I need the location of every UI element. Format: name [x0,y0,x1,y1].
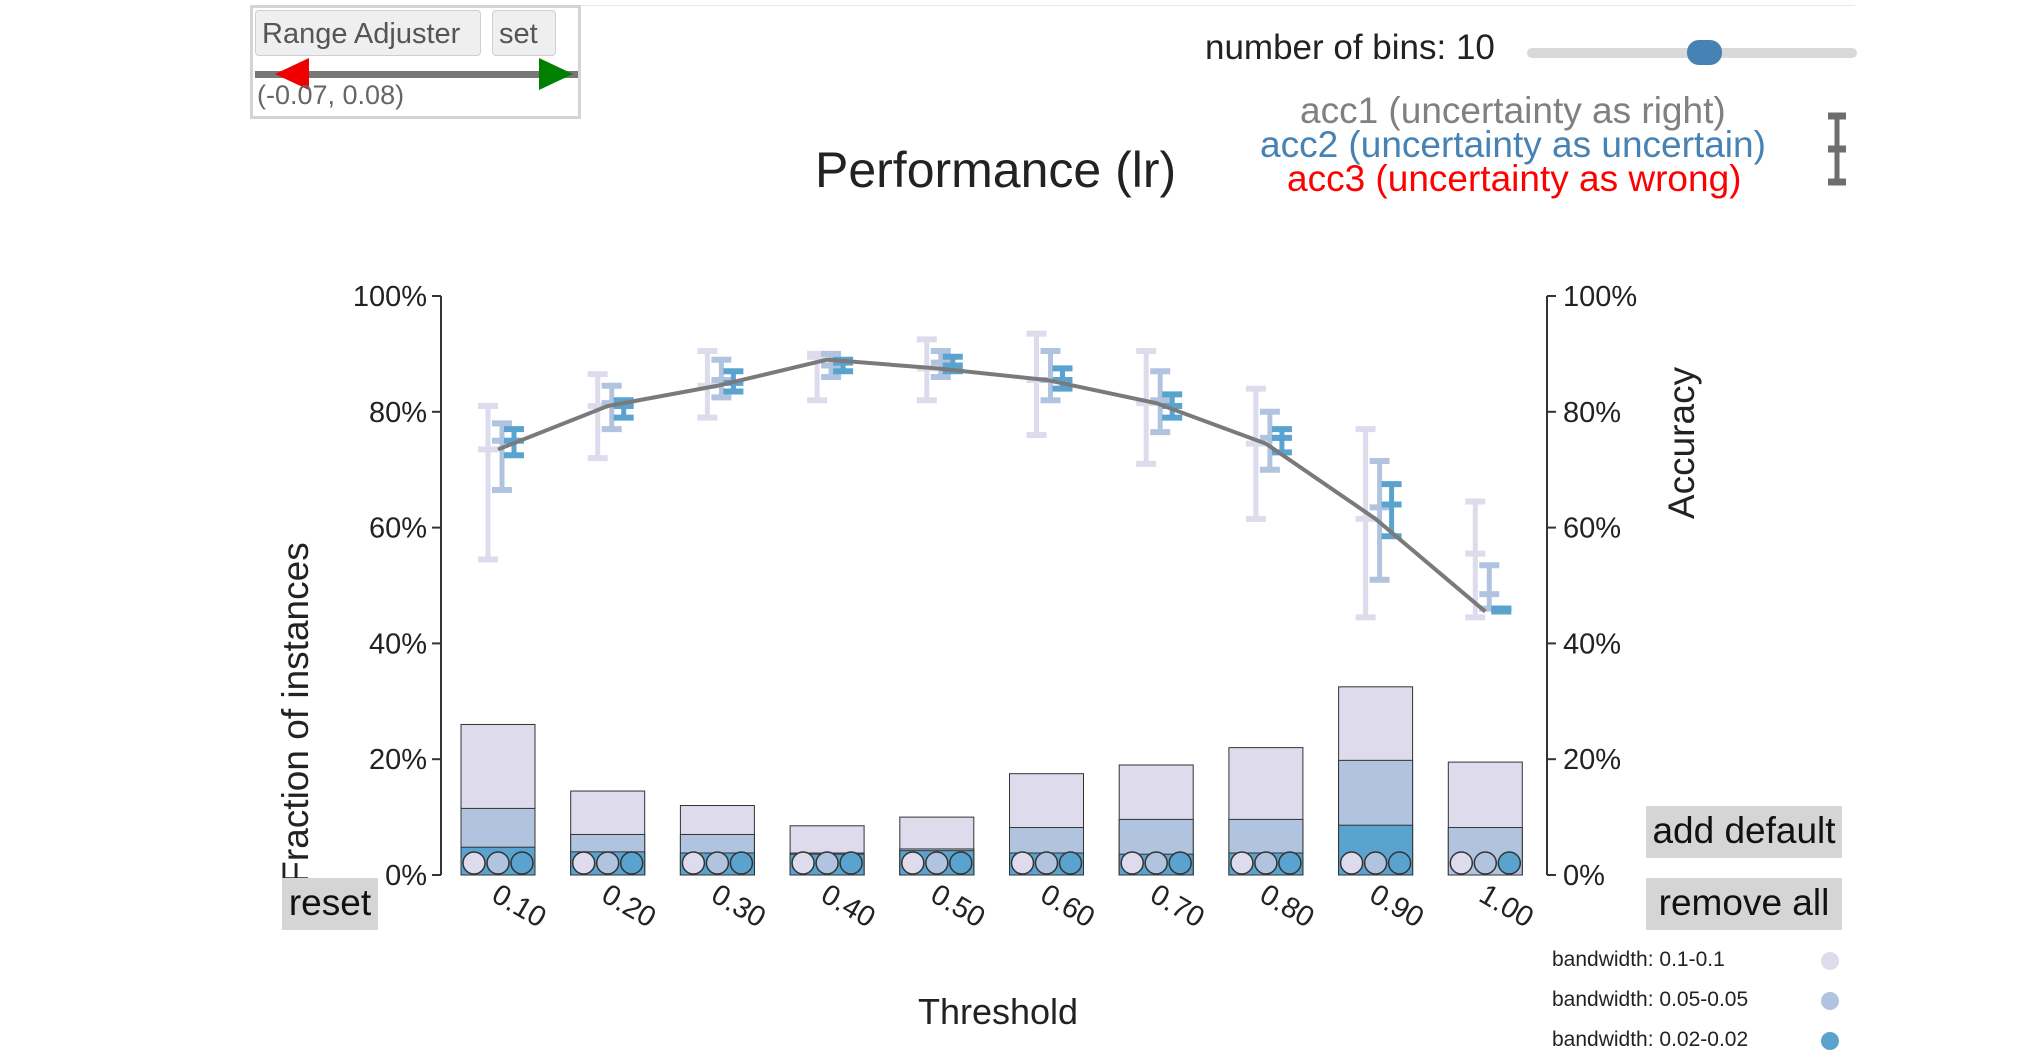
bandwidth-marker [1058,851,1083,875]
right-y-tick-label: 40% [1563,628,1621,660]
right-y-axis-label: Accuracy [1661,366,1702,519]
right-y-tick-label: 20% [1563,744,1621,776]
right-y-tick-label: 0% [1563,860,1605,892]
x-tick-label: 0.40 [816,878,881,934]
bandwidth-marker [1449,851,1474,875]
left-y-tick-label: 80% [369,397,427,429]
bandwidth-legend-label-2: bandwidth: 0.05-0.05 [1552,988,1749,1011]
x-axis-label: Threshold [918,991,1078,1032]
range-max-handle-icon[interactable] [539,57,575,91]
bandwidth-legend-label-3: bandwidth: 0.02-0.02 [1552,1028,1749,1051]
reset-button[interactable]: reset [282,878,378,930]
x-tick-label: 0.80 [1254,878,1319,934]
bandwidth-marker [705,851,730,875]
range-adjuster: Range Adjuster set (-0.07, 0.08) [250,5,581,119]
left-y-axis-label: Fraction of instances [275,542,316,883]
bandwidth-marker [1034,851,1059,875]
bandwidth-marker [729,851,754,875]
bandwidth-marker [681,851,706,875]
bandwidth-marker [1339,851,1364,875]
bandwidth-marker [486,851,510,875]
bandwidth-marker [510,851,534,875]
bandwidth-marker [1120,851,1144,875]
left-y-tick-label: 100% [353,281,427,313]
bandwidth-marker [1144,851,1168,875]
error-bar-legend-icon [1828,112,1846,186]
range-track[interactable] [255,71,578,78]
bandwidth-legend-dot-2 [1821,992,1839,1010]
bandwidth-legend-dot-1 [1821,952,1839,970]
legend-acc2: acc2 (uncertainty as uncertain) [1260,124,1766,165]
bandwidth-marker [595,851,620,875]
left-y-tick-label: 40% [369,628,427,660]
bandwidth-marker [925,851,949,875]
x-tick-label: 0.50 [925,878,990,934]
right-y-tick-label: 80% [1563,397,1621,429]
bandwidth-marker [571,851,596,875]
right-y-tick-label: 60% [1563,513,1621,545]
bandwidth-legend-dot-3 [1821,1032,1839,1050]
x-tick-label: 1.00 [1474,878,1539,934]
range-value-text: (-0.07, 0.08) [257,80,405,110]
bandwidth-marker [815,851,839,875]
top-divider [250,5,1855,6]
left-y-tick-label: 20% [369,744,427,776]
bandwidth-marker [1387,851,1412,875]
bandwidth-marker [1168,851,1192,875]
bandwidth-marker [949,851,973,875]
set-button[interactable]: set [492,10,556,56]
left-y-tick-label: 0% [385,860,427,892]
x-tick-label: 0.90 [1364,878,1429,934]
x-tick-label: 0.70 [1145,878,1210,934]
x-tick-label: 0.10 [487,878,552,934]
remove-all-button[interactable]: remove all [1646,878,1842,930]
range-adjuster-button[interactable]: Range Adjuster [255,10,481,56]
chart-title: Performance (lr) [815,142,1177,198]
legend-acc3: acc3 (uncertainty as wrong) [1287,158,1742,199]
bandwidth-marker [791,851,815,875]
bandwidth-marker [1230,851,1254,875]
bandwidth-marker [1497,851,1522,875]
x-tick-label: 0.60 [1035,878,1100,934]
bandwidth-marker [1278,851,1302,875]
bandwidth-legend-label-1: bandwidth: 0.1-0.1 [1552,948,1725,971]
bandwidth-marker [462,851,486,875]
bandwidth-marker [1010,851,1035,875]
x-tick-label: 0.20 [596,878,661,934]
bins-label: number of bins: 10 [1205,28,1495,67]
add-default-button[interactable]: add default [1646,806,1842,858]
bandwidth-marker [619,851,644,875]
left-y-tick-label: 60% [369,513,427,545]
bandwidth-marker [1473,851,1498,875]
right-y-tick-label: 100% [1563,281,1637,313]
bandwidth-marker [901,851,925,875]
bandwidth-marker [1363,851,1388,875]
legend-acc1: acc1 (uncertainty as right) [1300,90,1726,131]
bandwidth-marker [839,851,863,875]
range-min-handle-icon[interactable] [275,57,311,91]
bins-slider-handle[interactable] [1687,40,1722,65]
x-tick-label: 0.30 [706,878,771,934]
bandwidth-marker [1254,851,1278,875]
accuracy-line [497,357,1487,614]
